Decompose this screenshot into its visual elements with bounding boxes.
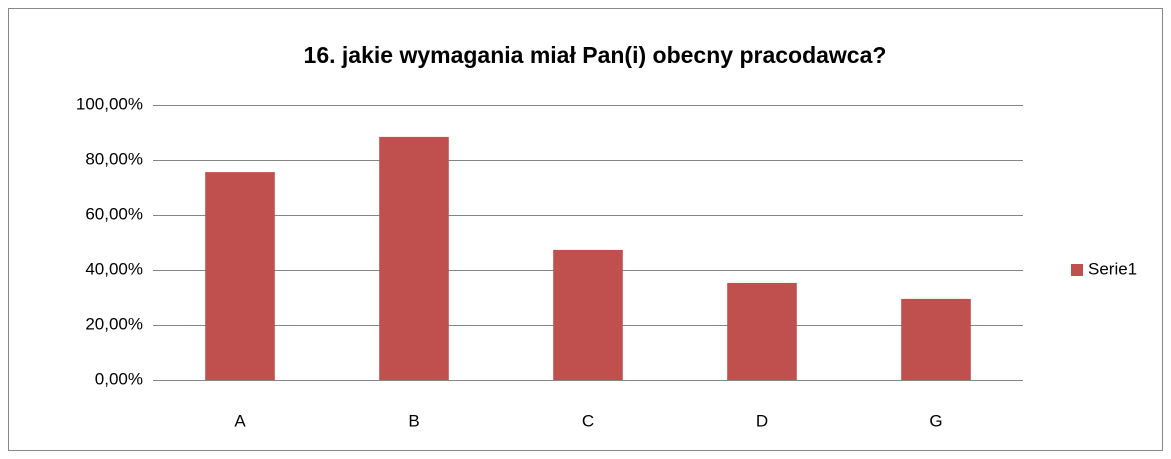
- x-tick-label: B: [408, 411, 419, 430]
- legend-swatch: [1071, 264, 1083, 276]
- chart-border: [8, 8, 1163, 451]
- bar: [727, 282, 797, 380]
- legend-label: Serie1: [1088, 259, 1137, 278]
- y-tick-label: 60,00%: [85, 204, 143, 223]
- y-tick-label: 100,00%: [76, 94, 143, 113]
- chart-title: 16. jakie wymagania miał Pan(i) obecny p…: [304, 42, 887, 68]
- x-tick-label: D: [756, 411, 768, 430]
- bar: [379, 136, 449, 380]
- y-tick-label: 40,00%: [85, 259, 143, 278]
- x-tick-label: A: [234, 411, 246, 430]
- y-tick-label: 20,00%: [85, 314, 143, 333]
- x-tick-label: C: [582, 411, 594, 430]
- y-tick-label: 80,00%: [85, 149, 143, 168]
- bar: [901, 298, 971, 380]
- x-tick-label: G: [929, 411, 942, 430]
- y-tick-label: 0,00%: [95, 369, 143, 388]
- bar: [553, 249, 623, 380]
- bar: [205, 172, 275, 380]
